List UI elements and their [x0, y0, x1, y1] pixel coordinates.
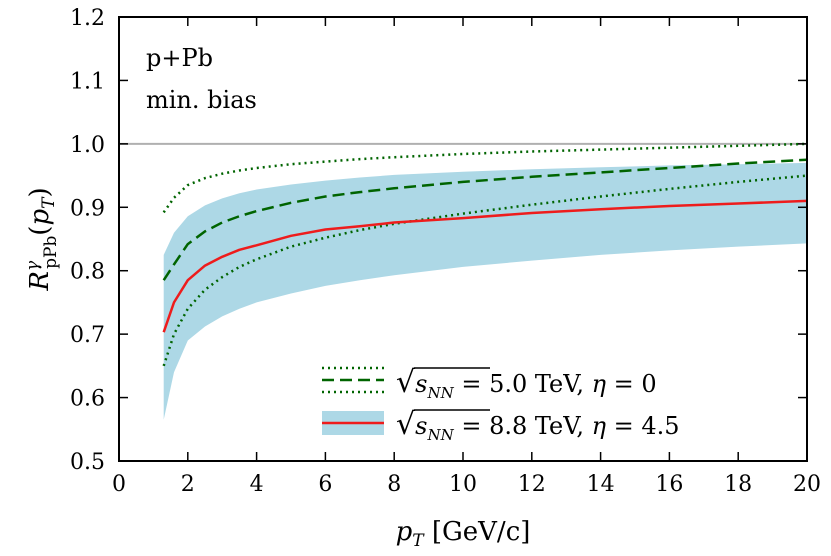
- annotation-collision: p+Pb: [146, 44, 213, 72]
- legend-8tev-eta: η: [592, 412, 607, 440]
- x-axis-sub: T: [412, 531, 425, 551]
- uncertainty-band: [163, 162, 807, 420]
- legend-sqrt-sub: NN: [426, 426, 454, 444]
- legend-sqrt-var: s: [415, 370, 427, 398]
- y-axis-arg-open: (: [25, 226, 55, 236]
- y-axis-sub: pPb: [41, 236, 61, 269]
- x-tick-label: 14: [587, 472, 615, 497]
- series-line-3: [162, 199, 807, 333]
- y-tick-label: 1.1: [70, 69, 105, 94]
- x-tick-label: 10: [449, 472, 477, 497]
- legend-5tev-pre: = 5.0 TeV,: [461, 370, 591, 398]
- x-tick-label: 0: [112, 472, 126, 497]
- x-tick-label: 8: [387, 472, 401, 497]
- y-tick-label: 1.0: [70, 133, 105, 158]
- y-tick-label: 0.9: [70, 196, 105, 221]
- series-line-2: [162, 174, 807, 367]
- series-line-0: [162, 158, 807, 281]
- y-axis-arg-sub: T: [39, 196, 59, 209]
- legend-label-8tev: √sNN = 8.8 TeV, η = 4.5: [396, 407, 680, 444]
- y-axis-title: RγpPb(pT): [23, 187, 61, 291]
- y-tick-label: 1.2: [70, 6, 105, 31]
- y-tick-label: 0.8: [70, 260, 105, 285]
- x-tick-label: 2: [181, 472, 195, 497]
- sqrt-symbol: √: [396, 407, 416, 442]
- legend-5tev-post: = 0: [606, 370, 657, 398]
- x-tick-label: 6: [318, 472, 332, 497]
- legend-5tev-eta: η: [592, 370, 607, 398]
- y-axis-var: R: [25, 271, 55, 292]
- y-axis-arg-var: p: [25, 209, 55, 226]
- y-tick-label: 0.6: [70, 387, 105, 412]
- y-tick-label: 0.5: [70, 450, 105, 475]
- legend-8tev-post: = 4.5: [606, 412, 680, 440]
- sqrt-symbol: √: [396, 365, 416, 400]
- annotation-centrality: min. bias: [146, 86, 257, 114]
- x-axis-unit: [GeV/c]: [424, 517, 531, 547]
- x-tick-label: 16: [655, 472, 683, 497]
- legend-label-5tev: √sNN = 5.0 TeV, η = 0: [396, 365, 657, 402]
- legend-sqrt-var: s: [415, 412, 427, 440]
- y-axis-sup: γ: [23, 260, 43, 271]
- y-axis-arg-close: ): [25, 187, 55, 197]
- x-tick-label: 20: [793, 472, 821, 497]
- legend-sqrt-sub: NN: [426, 384, 454, 402]
- x-tick-label: 4: [250, 472, 264, 497]
- legend: √sNN = 5.0 TeV, η = 0 √sNN = 8.8 TeV, η …: [322, 365, 680, 444]
- y-tick-label: 0.7: [70, 323, 105, 348]
- annotation-system: p+Pb min. bias: [146, 44, 257, 114]
- x-axis-var: p: [396, 517, 413, 547]
- series-line-1: [162, 142, 807, 214]
- legend-8tev-pre: = 8.8 TeV,: [461, 412, 591, 440]
- x-tick-label: 18: [724, 472, 752, 497]
- x-axis-title: pT [GeV/c]: [396, 517, 531, 551]
- x-tick-label: 12: [518, 472, 546, 497]
